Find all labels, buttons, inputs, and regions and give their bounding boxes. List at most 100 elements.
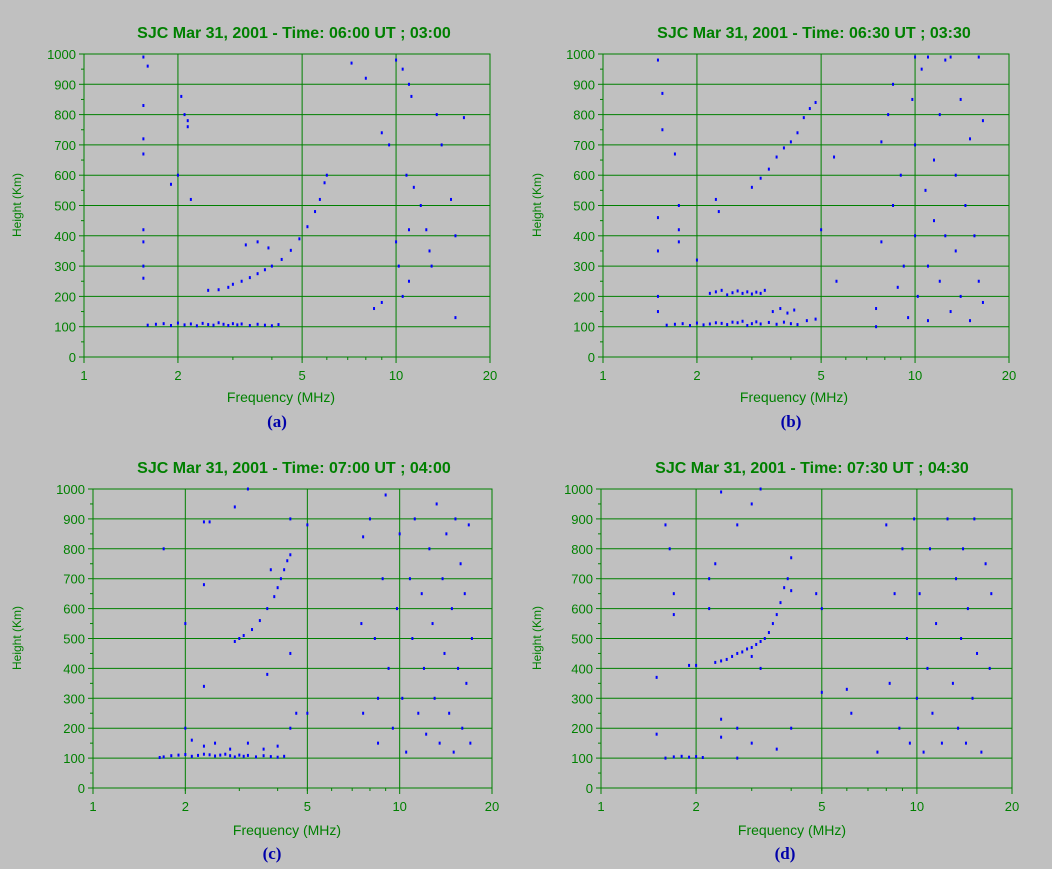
data-point xyxy=(238,637,241,640)
data-point xyxy=(289,726,292,730)
data-point xyxy=(736,651,739,655)
data-point xyxy=(202,684,205,688)
data-point xyxy=(898,726,901,730)
data-point xyxy=(708,322,711,326)
y-tick-label: 1000 xyxy=(47,47,76,62)
data-point xyxy=(783,586,786,590)
data-point xyxy=(158,756,161,760)
data-point xyxy=(905,637,908,640)
data-point xyxy=(217,288,220,292)
data-point xyxy=(207,288,210,292)
y-tick-label: 100 xyxy=(571,751,593,766)
data-point xyxy=(969,137,972,141)
data-point xyxy=(668,547,671,551)
data-point xyxy=(430,264,433,268)
y-tick-label: 0 xyxy=(586,781,593,796)
data-point xyxy=(750,185,753,189)
data-point xyxy=(815,592,818,596)
data-point xyxy=(688,323,691,327)
data-point xyxy=(283,568,286,572)
data-point xyxy=(971,696,974,700)
x-tick-label: 2 xyxy=(693,368,700,383)
data-point xyxy=(248,276,251,280)
data-point xyxy=(876,750,879,754)
x-tick-label: 20 xyxy=(485,799,499,814)
data-point xyxy=(914,55,917,59)
data-point xyxy=(214,741,217,745)
y-tick-label: 900 xyxy=(573,77,595,92)
data-point xyxy=(656,310,659,314)
plot-area: 0 100 200 300 400 500 600 700 800 900 1000 1 2 5 10 20 xyxy=(566,47,1016,383)
data-point xyxy=(725,657,728,661)
data-point xyxy=(790,726,793,730)
y-tick-label: 100 xyxy=(573,320,595,335)
data-point xyxy=(440,143,443,147)
y-tick-label: 800 xyxy=(54,108,76,123)
data-point xyxy=(786,577,789,581)
data-point xyxy=(805,319,808,323)
x-tick-label: 1 xyxy=(599,368,606,383)
data-point xyxy=(401,294,404,298)
data-point xyxy=(227,285,230,289)
panel-letter: (d) xyxy=(775,844,796,863)
data-point xyxy=(162,322,165,326)
data-point xyxy=(277,323,280,327)
data-point xyxy=(981,300,984,304)
data-point xyxy=(142,276,145,280)
data-point xyxy=(720,659,723,663)
data-point xyxy=(984,562,987,566)
data-point xyxy=(796,131,799,135)
panel-b: SJC Mar 31, 2001 - Time: 06:30 UT ; 03:3… xyxy=(530,25,1016,431)
data-point xyxy=(360,622,363,626)
data-point xyxy=(170,754,173,758)
data-point xyxy=(726,293,729,297)
data-point xyxy=(180,94,183,98)
data-point xyxy=(940,741,943,745)
y-tick-label: 900 xyxy=(571,512,593,527)
data-point xyxy=(263,323,266,327)
data-point xyxy=(391,726,394,730)
data-point xyxy=(664,756,667,760)
data-point xyxy=(933,158,936,162)
data-point xyxy=(746,323,749,327)
data-point xyxy=(407,228,410,232)
y-axis-label: Height (Km) xyxy=(10,173,24,237)
data-point xyxy=(946,517,949,521)
data-point xyxy=(726,323,729,327)
data-point xyxy=(746,290,749,294)
data-point xyxy=(233,505,236,509)
x-tick-label: 20 xyxy=(1005,799,1019,814)
data-point xyxy=(771,622,774,626)
x-tick-label: 10 xyxy=(908,368,922,383)
data-point xyxy=(279,577,282,581)
data-point xyxy=(410,94,413,98)
data-point xyxy=(893,592,896,596)
x-tick-label: 5 xyxy=(818,368,825,383)
data-point xyxy=(746,647,749,651)
data-point xyxy=(833,155,836,159)
data-point xyxy=(266,672,269,676)
data-point xyxy=(452,750,455,754)
data-point xyxy=(782,320,785,324)
data-point xyxy=(922,750,925,754)
data-point xyxy=(714,321,717,325)
data-point xyxy=(463,592,466,596)
data-point xyxy=(926,55,929,59)
data-point xyxy=(973,234,976,238)
data-point xyxy=(377,696,380,700)
data-point xyxy=(306,523,309,527)
data-point xyxy=(289,553,292,557)
panel-letter: (b) xyxy=(781,412,802,431)
data-point xyxy=(731,654,734,658)
data-point xyxy=(896,285,899,289)
data-point xyxy=(417,711,420,715)
data-point xyxy=(793,308,796,312)
data-point xyxy=(741,650,744,654)
panel-title: SJC Mar 31, 2001 - Time: 07:00 UT ; 04:0… xyxy=(137,460,451,477)
data-point xyxy=(289,651,292,655)
data-point xyxy=(673,152,676,156)
data-point xyxy=(661,128,664,132)
data-point xyxy=(350,61,353,65)
data-point xyxy=(276,744,279,748)
data-point xyxy=(428,249,431,253)
